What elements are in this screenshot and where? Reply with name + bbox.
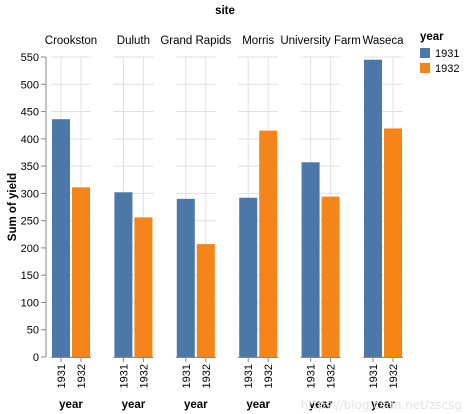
x-tick-label: 1931 <box>368 364 380 388</box>
chart-title: site <box>215 5 235 17</box>
bar-duluth-1931 <box>114 192 133 357</box>
legend-title: year <box>420 31 444 43</box>
x-tick-label: 1932 <box>138 364 150 388</box>
bar-crookston-1932 <box>72 187 90 357</box>
x-tick-label: 1931 <box>306 364 318 388</box>
x-tick-label: 1932 <box>201 364 213 388</box>
x-axis-title: year <box>309 399 333 411</box>
x-tick-label: 1932 <box>263 364 275 388</box>
facet-label: Grand Rapids <box>160 35 231 47</box>
y-tick-label: 100 <box>21 297 39 309</box>
bar-morris-1932 <box>259 130 278 357</box>
legend-swatch-1932 <box>420 63 430 73</box>
x-axis-title: year <box>122 399 146 411</box>
y-tick-label: 50 <box>27 325 39 337</box>
watermark: https://blog.csdn.net/zscsg <box>300 398 462 412</box>
bar-crookston-1931 <box>52 119 70 357</box>
bar-waseca-1931 <box>364 59 382 358</box>
x-tick-label: 1931 <box>243 364 255 388</box>
x-tick-label: 1932 <box>388 364 400 388</box>
y-tick-label: 0 <box>33 352 39 364</box>
x-axis-title: year <box>184 399 208 411</box>
y-tick-label: 150 <box>21 270 39 282</box>
x-axis-title: year <box>371 399 395 411</box>
y-tick-label: 200 <box>21 243 39 255</box>
y-tick-label: 350 <box>21 161 39 173</box>
x-tick-label: 1932 <box>326 364 338 388</box>
facet-label: Waseca <box>362 35 404 47</box>
x-axis-title: year <box>246 399 270 411</box>
facet-label: Duluth <box>117 35 150 47</box>
y-axis-title: Sum of yield <box>7 173 19 241</box>
legend-swatch-1931 <box>420 48 430 58</box>
facet-label: University Farm <box>280 35 361 47</box>
bar-grand-rapids-1931 <box>176 198 195 357</box>
x-tick-label: 1932 <box>76 364 88 388</box>
bar-grand-rapids-1932 <box>196 244 215 357</box>
y-tick-label: 400 <box>21 134 39 146</box>
y-tick-label: 550 <box>21 52 39 64</box>
bar-morris-1931 <box>239 197 258 357</box>
bar-university-farm-1931 <box>301 162 320 357</box>
legend-label-1932: 1932 <box>435 63 459 75</box>
bar-duluth-1932 <box>134 217 153 357</box>
x-tick-label: 1931 <box>118 364 130 388</box>
bar-waseca-1932 <box>384 128 402 357</box>
facet-label: Crookston <box>45 35 97 47</box>
facet-label: Morris <box>242 35 274 47</box>
x-tick-label: 1931 <box>56 364 68 388</box>
y-tick-label: 450 <box>21 107 39 119</box>
bar-university-farm-1932 <box>321 196 340 357</box>
y-tick-label: 300 <box>21 188 39 200</box>
y-tick-label: 250 <box>21 216 39 228</box>
legend-label-1931: 1931 <box>435 48 459 60</box>
x-tick-label: 1931 <box>181 364 193 388</box>
y-tick-label: 500 <box>21 79 39 91</box>
x-axis-title: year <box>59 399 83 411</box>
